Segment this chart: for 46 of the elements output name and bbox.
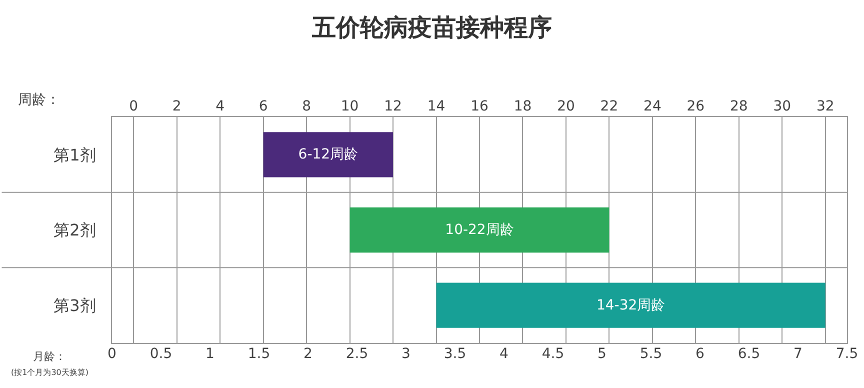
bar — [350, 207, 610, 253]
x2-tick-label: 0.5 — [150, 346, 172, 362]
x2-tick-label: 6.5 — [738, 346, 760, 362]
x-tick-label: 6 — [258, 98, 268, 114]
text: (按1个月为30天换算) — [11, 368, 89, 377]
x-tick-label: 0 — [129, 98, 138, 114]
x2-tick-label: 5 — [598, 346, 606, 362]
x2-axis-title: 月龄： — [33, 350, 66, 363]
bar — [263, 132, 394, 178]
x-tick-label: 4 — [216, 98, 225, 114]
x-tick-label: 24 — [644, 98, 662, 114]
x-tick-label: 28 — [730, 98, 748, 114]
x-tick-label: 18 — [514, 98, 532, 114]
x-tick-label: 32 — [816, 98, 834, 114]
x2-tick-label: 2 — [304, 346, 312, 362]
x2-tick-label: 2.5 — [346, 346, 368, 362]
x-tick-label: 12 — [384, 98, 402, 114]
x2-tick-label: 5.5 — [640, 346, 662, 362]
x-tick-label: 10 — [340, 98, 359, 114]
data-label: 6-12周龄 — [298, 146, 358, 163]
x2-tick-label: 1.5 — [248, 346, 270, 362]
x-tick-label: 26 — [686, 98, 705, 114]
x2-tick-label: 7.5 — [836, 346, 858, 362]
x2-tick-label: 7 — [794, 346, 802, 362]
y-tick-label: 第1剂 — [54, 145, 96, 164]
x2-tick-label: 3.5 — [444, 346, 466, 362]
x-tick-label: 30 — [773, 98, 792, 114]
bar — [436, 282, 826, 328]
x-tick-label: 16 — [470, 98, 488, 114]
data-label: 10-22周龄 — [445, 222, 514, 238]
x2-tick-label: 1 — [206, 346, 214, 362]
x-axis-title: 周龄： — [18, 92, 60, 108]
x-tick-label: 14 — [427, 98, 446, 114]
x2-tick-label: 4 — [500, 346, 509, 362]
x-tick-label: 20 — [557, 98, 575, 114]
x-tick-label: 8 — [302, 98, 312, 114]
chart-title: 五价轮病疫苗接种程序 — [311, 14, 552, 42]
x-tick-label: 2 — [172, 98, 182, 114]
data-label: 14-32周龄 — [596, 297, 666, 314]
y-tick-label: 第2剂 — [54, 220, 96, 240]
y-tick-label: 第3剂 — [54, 296, 96, 315]
x2-tick-label: 4.5 — [542, 346, 564, 362]
x2-tick-label: 6 — [696, 346, 705, 362]
x-tick-label: 22 — [600, 98, 618, 114]
x2-tick-label: 3 — [402, 346, 410, 362]
x2-tick-label: 0 — [108, 346, 116, 362]
